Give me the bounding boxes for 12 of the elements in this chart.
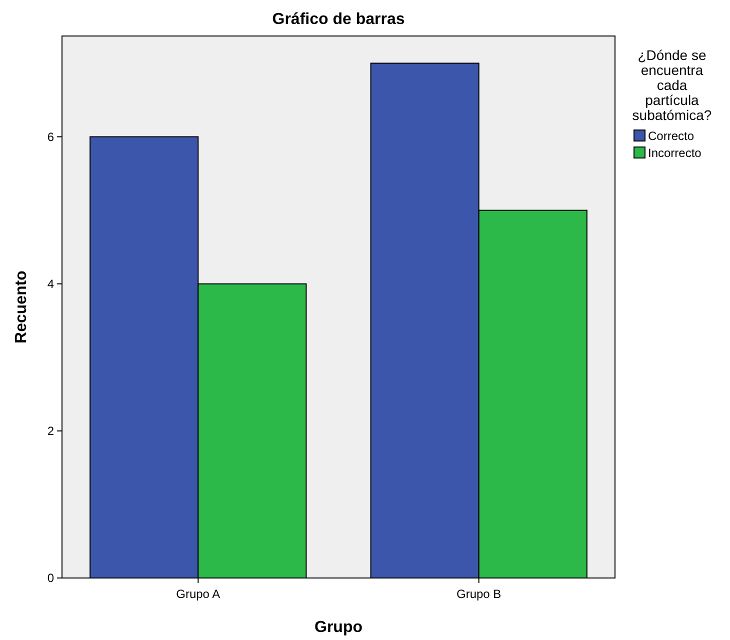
x-tick-label: Grupo B bbox=[456, 587, 502, 601]
x-axis-title: Grupo bbox=[314, 619, 363, 636]
y-tick-label: 6 bbox=[47, 130, 54, 144]
y-axis-title: Recuento bbox=[13, 270, 30, 344]
y-tick-label: 0 bbox=[47, 571, 54, 586]
y-tick-label: 4 bbox=[47, 277, 54, 292]
chart-title: Gráfico de barras bbox=[272, 11, 405, 28]
legend-label: Correcto bbox=[648, 129, 694, 143]
x-tick-label: Grupo A bbox=[176, 587, 220, 601]
y-tick-label: 2 bbox=[47, 424, 54, 438]
legend-title: ¿Dónde se encuentra cada partícula subatómica? bbox=[632, 47, 712, 123]
legend-label: Incorrecto bbox=[648, 146, 702, 160]
